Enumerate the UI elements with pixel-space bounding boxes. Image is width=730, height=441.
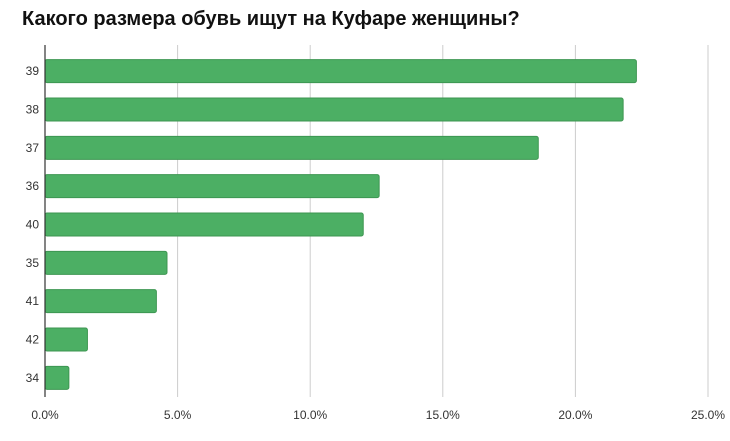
y-tick-label: 35 [26,256,40,270]
bar-35 [44,250,168,275]
bar-36 [44,174,380,199]
bar-40 [44,212,364,237]
y-tick-label: 40 [26,218,40,232]
bar-42 [44,327,88,352]
y-tick-label: 34 [26,371,40,385]
chart-title: Какого размера обувь ищут на Куфаре женщ… [22,8,520,30]
y-tick-label: 39 [26,64,40,78]
bar-38 [44,97,624,122]
x-tick-label: 5.0% [164,408,192,422]
bar-34 [44,365,70,390]
bar-41 [44,289,157,314]
y-tick-label: 42 [26,333,40,347]
y-tick-label: 41 [26,294,40,308]
bar-37 [44,135,539,160]
x-tick-label: 10.0% [293,408,327,422]
bar-39 [44,59,637,84]
y-tick-label: 37 [26,141,40,155]
x-tick-label: 15.0% [426,408,460,422]
x-tick-label: 25.0% [691,408,725,422]
y-tick-label: 36 [26,179,40,193]
x-tick-label: 0.0% [31,408,59,422]
x-tick-label: 20.0% [558,408,592,422]
y-tick-label: 38 [26,103,40,117]
